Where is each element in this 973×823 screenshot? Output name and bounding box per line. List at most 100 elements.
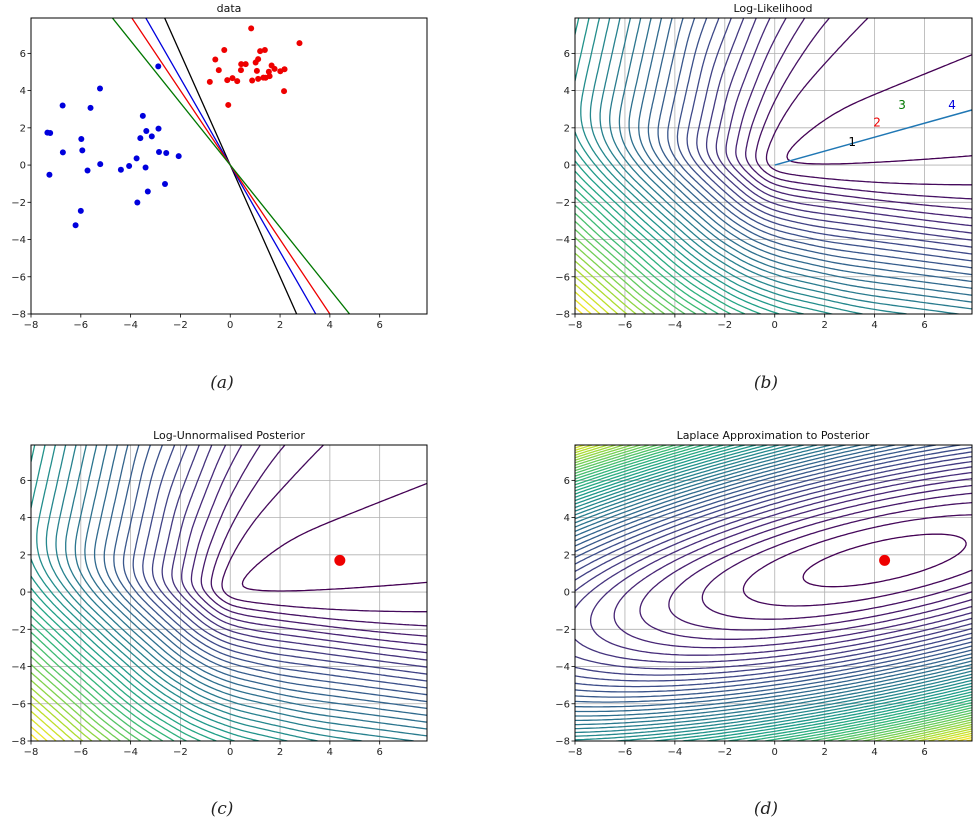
red-data-point [261,47,268,54]
contour-line [755,18,972,200]
x-tick-label: 6 [921,747,927,758]
contour-line [221,445,427,613]
contour-line [93,445,427,716]
grid [30,445,427,742]
contour-line [31,647,142,741]
red-data-point [225,101,232,108]
contour-line [575,445,972,741]
x-tick-label: 6 [376,320,382,331]
y-tick-label: −4 [11,235,26,246]
panel-d-laplace-approximation: Laplace Approximation to Posterior (d) −… [555,429,973,819]
contour-line [31,597,217,741]
contour-line [575,466,972,663]
panel-d-title: Laplace Approximation to Posterior [677,429,870,442]
x-tick-label: −6 [618,747,633,758]
contour-line [84,445,427,723]
y-tick-label: 4 [20,86,26,97]
contour-line [802,533,967,588]
x-tick-label: −4 [667,747,682,758]
contour-line [742,514,972,607]
step-label-4: 4 [948,98,956,112]
x-tick-label: −2 [717,320,732,331]
panel-b-title: Log-Likelihood [733,2,812,15]
contour-line [31,655,131,741]
contour-line [575,228,676,314]
contour-line [575,160,780,314]
contour-line [575,252,647,314]
contour-line [667,18,972,269]
contour-line [31,445,289,741]
red-data-point [257,48,264,55]
boundary-4-line [111,18,351,314]
red-data-point [229,75,236,82]
red-data-point [238,61,245,68]
contour-line [31,639,153,741]
contour-line [575,179,746,314]
y-tick-label: 4 [564,513,570,524]
contour-line [701,501,972,620]
x-tick-label: −4 [667,320,682,331]
contour-line [161,445,427,668]
panel-c-caption: (c) [211,799,234,819]
x-tick-label: 4 [327,747,333,758]
contour-line [575,445,972,722]
y-tick-label: −8 [11,737,26,748]
contour-line [705,18,972,241]
red-data-point [242,61,249,68]
optimisation-path-line [774,109,972,166]
blue-data-point [46,171,53,178]
x-tick-label: −8 [24,320,39,331]
y-tick-label: −2 [555,198,570,209]
x-tick-label: −8 [24,747,39,758]
boundary-1-line [163,18,298,314]
contour-line [31,718,57,741]
contour-line [142,445,427,682]
x-tick-label: −6 [73,747,88,758]
x-tick-label: −6 [618,320,633,331]
contour-line [575,451,972,682]
x-tick-label: 2 [821,747,827,758]
x-tick-label: −6 [73,320,88,331]
blue-data-point [126,163,133,169]
contour-line [65,445,427,737]
y-tick-label: 2 [20,550,26,561]
y-tick-label: 4 [20,513,26,524]
contour-line [639,484,972,640]
blue-data-point [155,63,162,70]
panel-b-caption: (b) [754,373,778,393]
blue-data-point [117,166,124,173]
red-data-point [266,73,273,80]
contour-line [575,212,697,314]
contour-line [735,18,972,219]
contour-line [45,445,363,741]
x-tick-label: 0 [227,320,233,331]
red-data-point [281,88,288,95]
blue-data-point [72,222,79,229]
contour-line [575,445,972,713]
blue-data-point [175,153,182,160]
y-tick-label: 2 [20,123,26,134]
contour-line [575,18,805,314]
red-data-point [271,65,278,72]
red-data-point [234,78,241,85]
plot-area: 1 2 3 4 [575,18,972,314]
red-data-point [215,67,222,74]
contour-line [575,283,610,314]
y-tick-label: −2 [555,625,570,636]
contour-line [103,445,427,710]
y-tick-label: −4 [555,235,570,246]
red-data-point [221,47,228,54]
contour-line [575,445,972,741]
x-tick-label: 0 [772,747,778,758]
y-tick-label: −8 [555,737,570,748]
contour-line [74,445,427,730]
contour-line [657,18,972,276]
contour-line [618,18,972,303]
panel-a-data-scatter: data (a) −8 −6 −4 −2 0 2 4 6 −8 −6 −4 −2 0 2 4 6 [11,2,428,393]
contour-line [36,445,319,741]
y-tick-label: −6 [555,272,570,283]
y-tick-label: −4 [11,662,26,673]
red-data-point [255,75,262,82]
panel-c-log-posterior: Log-Unnormalised Posterior (c) −8 −6 −4 −2 0… [11,429,428,819]
contour-line [31,679,102,741]
